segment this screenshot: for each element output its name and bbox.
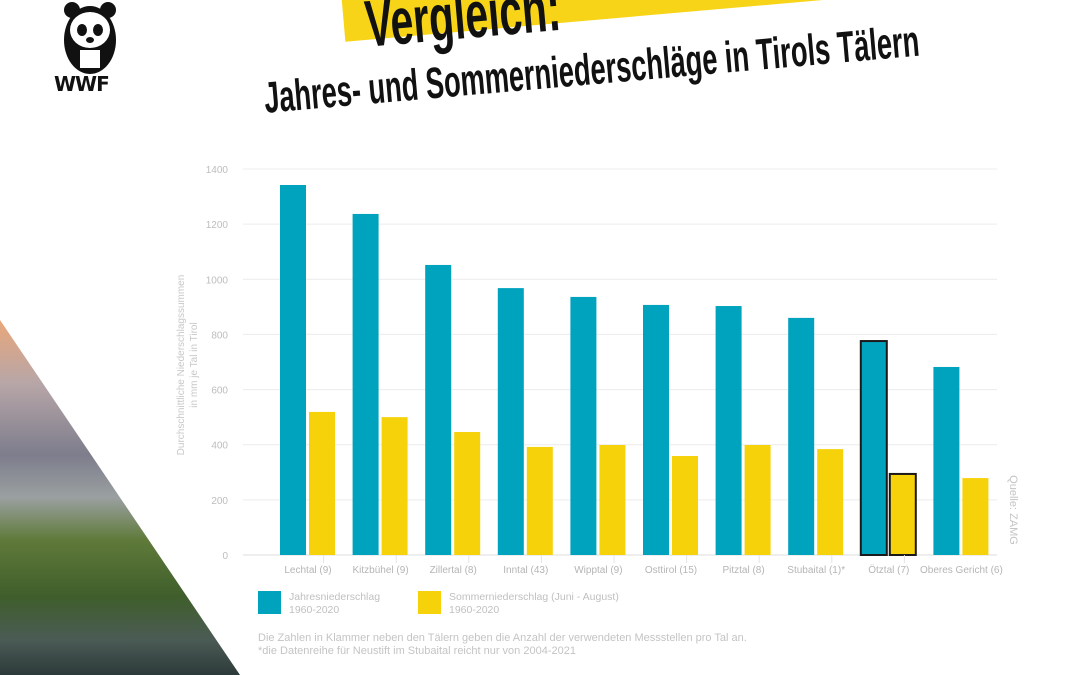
- x-category-label: Kitzbühel (9): [353, 565, 409, 576]
- x-category-label: Lechtal (9): [284, 565, 331, 576]
- y-tick-label: 600: [211, 386, 228, 397]
- y-tick-label: 200: [211, 496, 228, 507]
- legend-label: Jahresniederschlag: [289, 591, 381, 603]
- footnote: Die Zahlen in Klammer neben den Tälern g…: [258, 632, 747, 644]
- y-tick-label: 1400: [206, 165, 229, 176]
- y-tick-label: 400: [211, 441, 228, 452]
- logo-text: WWF: [54, 72, 110, 96]
- bar-annual: [280, 184, 306, 555]
- footnotes: Die Zahlen in Klammer neben den Tälern g…: [258, 632, 747, 658]
- legend-period: 1960-2020: [289, 604, 340, 616]
- footnote: *die Datenreihe für Neustift im Stubaita…: [258, 645, 576, 657]
- bar-annual: [497, 288, 524, 555]
- bar-summer: [817, 449, 844, 555]
- legend-item-summer: Sommerniederschlag (Juni - August) 1960-2…: [418, 591, 619, 617]
- wwf-panda-logo: [64, 2, 116, 74]
- y-tick-label: 800: [211, 330, 228, 341]
- bar-summer: [744, 444, 771, 555]
- y-tick-label: 0: [222, 551, 228, 562]
- x-category-label: Zillertal (8): [430, 565, 477, 576]
- bar-summer: [381, 417, 408, 555]
- bar-annual: [715, 306, 742, 555]
- bar-summer: [888, 472, 917, 556]
- legend-swatch-annual: [258, 591, 281, 614]
- y-tick-label: 1200: [206, 220, 229, 231]
- x-category-label: Osttirol (15): [645, 565, 697, 576]
- bar-summer: [454, 432, 481, 555]
- x-category-label: Wipptal (9): [574, 565, 622, 576]
- bar-summer: [526, 446, 553, 555]
- legend-item-annual: Jahresniederschlag 1960-2020: [258, 591, 380, 617]
- legend-swatch-summer: [418, 591, 441, 614]
- y-tick-label: 1000: [206, 275, 229, 286]
- legend-label: Sommerniederschlag (Juni - August): [449, 591, 619, 603]
- x-category-label: Oberes Gericht (6): [920, 565, 1003, 576]
- bar-summer: [309, 411, 335, 555]
- bar-summer: [962, 478, 989, 555]
- bar-summer: [672, 456, 698, 555]
- legend-period: 1960-2020: [449, 604, 500, 616]
- bar-annual: [425, 264, 452, 555]
- bar-annual: [933, 366, 960, 555]
- bar-annual: [643, 304, 669, 555]
- bar-annual: [570, 296, 597, 555]
- bar-summer: [599, 444, 626, 555]
- x-category-label: Pitztal (8): [722, 565, 764, 576]
- bar-annual: [859, 340, 888, 556]
- x-category-label: Stubaital (1)*: [787, 565, 845, 576]
- x-category-label: Ötztal (7): [868, 564, 909, 576]
- bar-annual: [352, 213, 379, 556]
- x-category-label: Inntal (43): [503, 565, 548, 576]
- bar-annual: [788, 317, 815, 555]
